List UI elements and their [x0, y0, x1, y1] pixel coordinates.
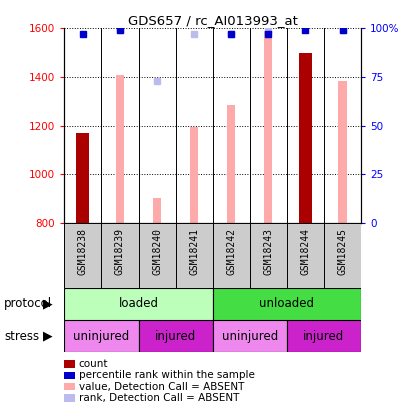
Bar — [213, 320, 287, 352]
Text: GSM18243: GSM18243 — [264, 228, 273, 275]
Bar — [287, 320, 361, 352]
Bar — [299, 53, 312, 223]
Text: injured: injured — [155, 330, 196, 343]
Text: GSM18238: GSM18238 — [78, 228, 88, 275]
Text: count: count — [79, 359, 108, 369]
Text: percentile rank within the sample: percentile rank within the sample — [79, 371, 255, 380]
Text: GSM18241: GSM18241 — [189, 228, 199, 275]
Text: GSM18244: GSM18244 — [300, 228, 310, 275]
Text: GSM18245: GSM18245 — [337, 228, 347, 275]
Bar — [76, 133, 89, 223]
Text: GSM18242: GSM18242 — [226, 228, 236, 275]
Title: GDS657 / rc_AI013993_at: GDS657 / rc_AI013993_at — [128, 14, 298, 27]
Text: loaded: loaded — [119, 297, 159, 310]
Text: unloaded: unloaded — [259, 297, 315, 310]
Bar — [139, 320, 213, 352]
Text: injured: injured — [303, 330, 344, 343]
Text: uninjured: uninjured — [73, 330, 129, 343]
Bar — [227, 105, 235, 223]
Text: rank, Detection Call = ABSENT: rank, Detection Call = ABSENT — [79, 393, 239, 403]
Text: GSM18240: GSM18240 — [152, 228, 162, 275]
Text: ▶: ▶ — [43, 297, 53, 310]
Bar — [153, 198, 161, 223]
Text: uninjured: uninjured — [222, 330, 278, 343]
Text: ▶: ▶ — [43, 330, 53, 343]
Bar — [64, 288, 213, 320]
Text: protocol: protocol — [4, 297, 52, 310]
Text: stress: stress — [4, 330, 39, 343]
Text: value, Detection Call = ABSENT: value, Detection Call = ABSENT — [79, 382, 244, 392]
Text: GSM18239: GSM18239 — [115, 228, 125, 275]
Bar — [338, 81, 347, 223]
Bar — [64, 320, 139, 352]
Bar — [116, 75, 124, 223]
Bar — [190, 127, 198, 223]
Bar — [213, 288, 361, 320]
Bar — [264, 31, 272, 223]
